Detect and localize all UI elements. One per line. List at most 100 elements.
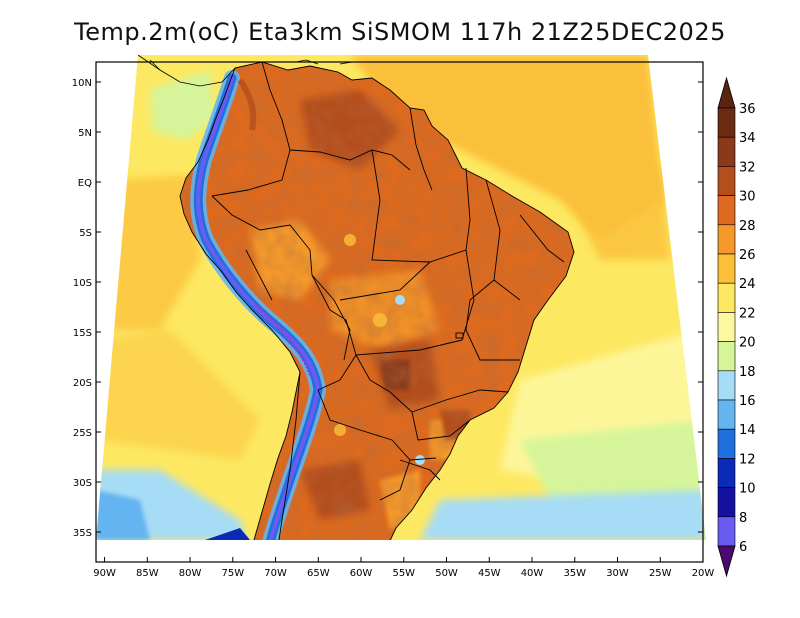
cool-spot xyxy=(334,424,346,436)
pacific-warm-band-2 xyxy=(100,330,260,460)
lat-label: 10N xyxy=(72,78,92,89)
lon-label: 90W xyxy=(93,568,116,579)
map-title: Temp.2m(oC) Eta3km SiSMOM 117h 21Z25DEC2… xyxy=(74,18,726,46)
colorbar-label: 16 xyxy=(739,394,756,409)
border-paraguay xyxy=(355,354,419,441)
longitude-axis: 90W 85W 80W 75W 70W 65W 60W 55W 50W 45W 40W 35W 30W 2… xyxy=(93,557,714,579)
lat-label: EQ xyxy=(78,178,92,189)
colorbar-min-arrow xyxy=(717,545,736,578)
border-peru-brazil xyxy=(211,195,351,361)
atlantic-warm-band-2 xyxy=(560,170,670,260)
colorbar-bin xyxy=(717,428,736,459)
colorbar-bin xyxy=(717,370,736,401)
colorbar-bin xyxy=(717,107,736,138)
colorbar-label: 34 xyxy=(739,131,756,146)
state-bahia xyxy=(465,279,520,361)
cool-spot xyxy=(373,313,387,327)
colorbar-label: 12 xyxy=(739,452,756,467)
colorbar-bin xyxy=(717,253,736,284)
pacific-south-colder xyxy=(96,490,150,540)
caribbean-islands xyxy=(295,59,319,65)
south-atlantic-cold xyxy=(420,490,706,540)
colorbar-label: 36 xyxy=(739,102,756,117)
border-chile-argentina xyxy=(275,371,301,540)
lat-label: 20S xyxy=(73,378,92,389)
colorbar-label: 30 xyxy=(739,190,756,205)
colorbar: 36 34 32 30 28 26 24 22 20 18 16 14 12 10 8 6 xyxy=(717,76,756,578)
state-ceara xyxy=(519,214,565,263)
colorbar-bin xyxy=(717,399,736,430)
state-goias xyxy=(355,339,463,356)
lon-label: 60W xyxy=(350,568,373,579)
colorbar-label: 6 xyxy=(739,540,747,555)
colorbar-bin xyxy=(717,487,736,518)
country-borders xyxy=(179,61,575,540)
colombia-valley-hot xyxy=(237,78,257,131)
lat-label: 25S xyxy=(73,428,92,439)
lat-label: 10S xyxy=(73,278,92,289)
temperature-field xyxy=(96,55,706,540)
lat-label: 15S xyxy=(73,328,92,339)
state-amazonas-para xyxy=(371,149,467,263)
lat-label: 5N xyxy=(78,128,92,139)
colorbar-label: 22 xyxy=(739,306,756,321)
lon-label: 25W xyxy=(649,568,672,579)
pacific-cool-north xyxy=(150,70,215,140)
state-parana xyxy=(409,457,437,461)
colorbar-label: 20 xyxy=(739,336,756,351)
lon-label: 65W xyxy=(307,568,330,579)
lon-label: 55W xyxy=(392,568,415,579)
lon-label: 70W xyxy=(264,568,287,579)
lon-label: 35W xyxy=(563,568,586,579)
colorbar-label: 28 xyxy=(739,219,756,234)
colorbar-bin xyxy=(717,341,736,372)
galapagos xyxy=(97,177,107,189)
border-peru-inner xyxy=(245,249,273,301)
colorbar-bin xyxy=(717,282,736,313)
pacific-warm-band xyxy=(110,175,200,330)
colorbar-bin xyxy=(717,136,736,167)
federal-district xyxy=(455,332,464,339)
colorbar-label: 26 xyxy=(739,248,756,263)
colorbar-label: 8 xyxy=(739,511,747,526)
cool-spot xyxy=(395,295,405,305)
colorbar-bin xyxy=(717,458,736,488)
colorbar-bin xyxy=(717,516,736,547)
lat-label: 35S xyxy=(73,528,92,539)
lon-label: 85W xyxy=(136,568,159,579)
lon-label: 50W xyxy=(435,568,458,579)
latitude-axis: 10N 5N EQ 5S 10S 15S 20S 25S 30S 35S xyxy=(72,78,703,539)
colorbar-label: 14 xyxy=(739,423,756,438)
cool-spot xyxy=(415,455,425,465)
lat-label: 30S xyxy=(73,478,92,489)
lat-label: 5S xyxy=(79,228,92,239)
lon-label: 75W xyxy=(221,568,244,579)
border-guianas xyxy=(409,107,433,191)
border-bolivia xyxy=(311,274,357,391)
altiplano-band xyxy=(254,303,312,376)
colorbar-label: 10 xyxy=(739,482,756,497)
lon-label: 40W xyxy=(521,568,544,579)
colorbar-label: 32 xyxy=(739,160,756,175)
map-frame xyxy=(95,61,704,563)
colorbar-max-arrow xyxy=(717,76,736,109)
colorbar-bin xyxy=(717,166,736,196)
state-minas xyxy=(411,389,509,413)
state-maranhao-piaui xyxy=(485,179,521,301)
cool-spot xyxy=(344,234,356,246)
panama-coast xyxy=(137,55,236,87)
border-uruguay xyxy=(399,459,441,481)
andes-coldest-band xyxy=(196,76,321,540)
lon-label: 20W xyxy=(692,568,715,579)
border-venezuela-brazil xyxy=(289,149,411,171)
state-mato-grosso xyxy=(339,261,431,301)
pacific-south-coldest xyxy=(205,528,250,540)
lon-label: 30W xyxy=(606,568,629,579)
colorbar-bin xyxy=(717,312,736,342)
colorbar-label: 18 xyxy=(739,365,756,380)
colorbar-bin xyxy=(717,224,736,255)
lon-label: 45W xyxy=(478,568,501,579)
colorbar-bin xyxy=(717,195,736,226)
